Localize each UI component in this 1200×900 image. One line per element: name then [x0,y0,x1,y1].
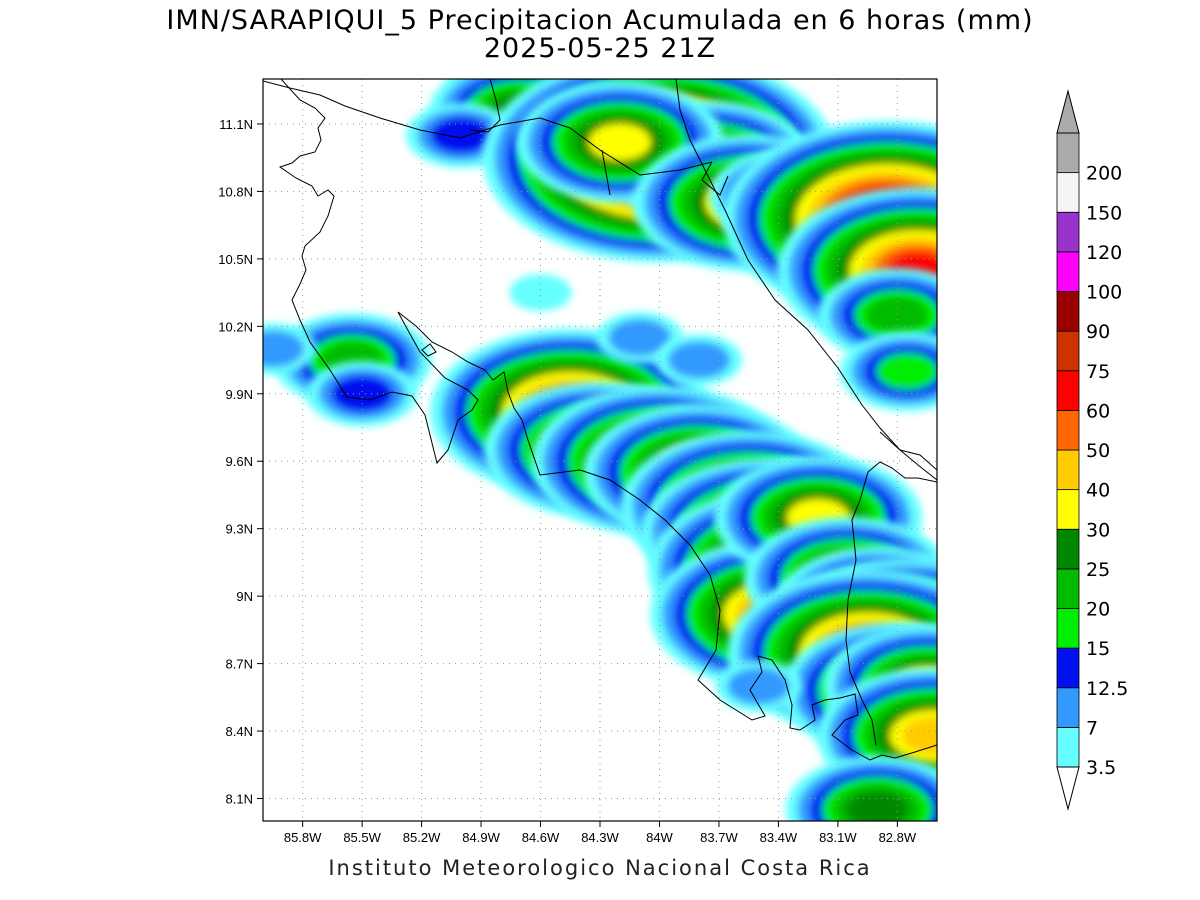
latitude-axis: 11.1N 10.8N 10.5N 10.2N 9.9N 9.6N 9.3N 9N 8.7N 8.… [218,117,263,807]
legend-swatch [1056,726,1080,768]
lat-tick-label: 10.5N [218,252,253,267]
longitude-axis: 85.8W 85.5W 85.2W 84.9W 84.6W 84.3W 84W 83.7W 83… [284,821,917,845]
lon-tick-label: 85.8W [284,830,322,845]
lon-tick-label: 84W [646,830,673,845]
legend-label: 120 [1086,242,1122,264]
legend-swatch [1056,489,1080,530]
color-legend: 3.5 7 12.5 15 20 25 30 40 50 60 75 90 100 120 150 200 [1056,89,1128,811]
lat-tick-label: 10.2N [218,319,253,334]
rain-cell [785,755,937,821]
legend-swatch [1056,449,1080,491]
legend-swatch [1056,251,1080,292]
legend-swatch [1056,370,1080,411]
rainfall-field [263,79,937,821]
lon-tick-label: 83.1W [819,830,857,845]
lon-tick-label: 83.7W [700,830,738,845]
legend-label: 100 [1086,282,1122,304]
legend-swatch [1056,132,1080,174]
legend-swatch [1056,330,1080,372]
lon-tick-label: 85.2W [403,830,441,845]
legend-swatch [1056,211,1080,253]
lon-tick-label: 84.9W [462,830,500,845]
lat-lon-grid [263,79,937,821]
panama-coast [879,431,937,471]
lat-tick-label: 11.1N [219,117,253,132]
rain-contour [866,296,929,334]
lon-tick-label: 85.5W [343,830,381,845]
rain-contour [263,330,304,368]
rain-contour [608,319,671,356]
legend-label: 3.5 [1086,757,1116,779]
legend-upper-arrow [1056,89,1080,134]
lat-tick-label: 9N [236,589,253,604]
legend-label: 20 [1086,599,1110,621]
legend-label: 50 [1086,440,1110,462]
legend-swatch [1056,172,1080,213]
lon-tick-label: 84.3W [581,830,619,845]
rain-contour [876,352,937,390]
lon-tick-label: 82.8W [879,830,917,845]
rain-cell [839,331,937,412]
lat-tick-label: 9.9N [226,387,253,402]
rain-cell [509,274,572,312]
lon-tick-label: 84.6W [522,830,560,845]
lat-tick-label: 9.6N [226,454,253,469]
map-subtitle-datetime: 2025-05-25 21Z [483,33,717,64]
legend-swatch [1056,568,1080,609]
legend-swatch [1056,687,1080,728]
legend-label: 60 [1086,400,1110,422]
legend-swatch [1056,291,1080,332]
legend-label: 40 [1086,480,1110,502]
legend-label: 200 [1086,163,1122,185]
rain-contour [509,274,572,312]
map-title: IMN/SARAPIQUI_5 Precipitacion Acumulada … [166,5,1034,36]
rain-contour [668,341,731,379]
rain-contour [331,375,394,413]
lat-tick-label: 10.8N [218,184,253,199]
institution-footer: Instituto Meteorologico Nacional Costa R… [328,856,872,880]
rain-contour [846,791,909,821]
rain-cell [655,334,743,386]
legend-label: 7 [1086,717,1098,739]
lat-tick-label: 8.4N [226,724,253,739]
legend-lower-arrow [1056,766,1080,811]
panama-border [845,461,937,746]
nicoya-inner-coast [421,343,437,357]
rain-contour [901,717,937,754]
lat-tick-label: 8.7N [226,657,253,672]
rain-contour [727,667,790,705]
pacific-coastline [278,79,937,761]
legend-label: 90 [1086,321,1110,343]
legend-swatch [1056,608,1080,649]
legend-label: 15 [1086,638,1110,660]
lat-tick-label: 9.3N [226,522,253,537]
legend-label: 75 [1086,361,1110,383]
legend-label: 12.5 [1086,678,1128,700]
coastline-and-borders [263,79,937,761]
lake-shore [469,79,729,196]
legend-label: 25 [1086,559,1110,581]
lat-tick-label: 8.1N [226,792,253,807]
legend-swatch [1056,528,1080,570]
rain-contour [430,116,493,154]
legend-label: 150 [1086,202,1122,224]
rain-contour [588,123,651,161]
legend-swatch [1056,647,1080,689]
legend-swatch [1056,409,1080,451]
lon-tick-label: 83.4W [760,830,798,845]
legend-label: 30 [1086,519,1110,541]
